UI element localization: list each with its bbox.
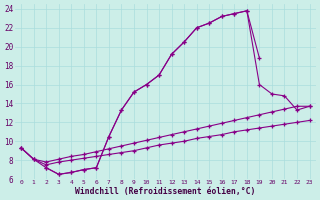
X-axis label: Windchill (Refroidissement éolien,°C): Windchill (Refroidissement éolien,°C) (75, 187, 255, 196)
